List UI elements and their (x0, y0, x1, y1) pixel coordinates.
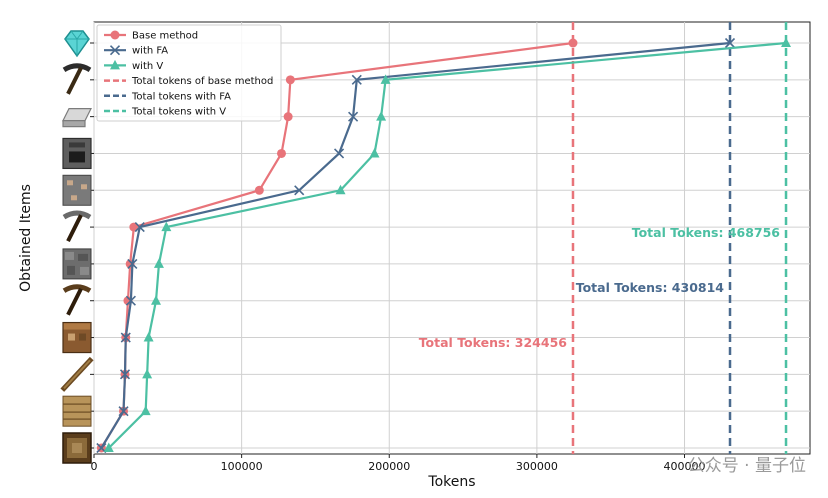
x-tick-labels: 0 100000 200000 300000 400000 (91, 454, 706, 473)
watermark: 公众号 · 量子位 (687, 456, 806, 476)
marker-point (140, 405, 151, 416)
iron-ore-icon (62, 174, 92, 206)
oak-log-icon (62, 432, 92, 464)
marker-point (333, 148, 345, 159)
cobblestone-icon (62, 248, 92, 280)
marker-point (335, 184, 346, 195)
x-tick-label: 300000 (516, 460, 558, 473)
legend-label: with V (132, 61, 163, 72)
series-with-v (103, 37, 792, 452)
marker-point (294, 185, 305, 196)
total-tokens-annotation: Total Tokens: 430814 (576, 280, 725, 295)
marker-point (119, 369, 131, 380)
marker-point (134, 222, 145, 233)
crafting-table-icon (62, 321, 92, 354)
x-tick-label: 400000 (664, 460, 706, 473)
wooden-pickaxe-icon (64, 287, 90, 315)
x-tick-label: 100000 (221, 460, 263, 473)
iron-pickaxe-icon (64, 66, 90, 94)
grid (93, 22, 810, 454)
marker-point (129, 222, 139, 232)
marker-point (781, 37, 792, 47)
stick-icon (64, 360, 90, 388)
marker-point (153, 258, 164, 268)
legend-entry: with V (104, 59, 163, 72)
marker-point (118, 406, 129, 417)
series-with-fa (96, 37, 736, 454)
legend-entry: Total tokens with V (104, 107, 226, 118)
series-line (100, 41, 731, 449)
marker-point (143, 332, 154, 342)
annotations: Total Tokens: 324456 Total Tokens: 430814… (419, 225, 781, 350)
legend-label: with FA (132, 46, 168, 57)
marker-point (142, 368, 153, 379)
legend-entry: with FA (104, 45, 168, 57)
legend-entry: Total tokens with FA (104, 91, 231, 102)
marker-point (351, 74, 362, 85)
marker-point (283, 112, 293, 122)
marker-point (109, 45, 121, 56)
x-tick-label: 0 (91, 460, 98, 473)
marker-point (376, 111, 387, 121)
marker-point (348, 111, 359, 122)
series-lines (96, 37, 792, 454)
legend-label: Base method (132, 31, 198, 42)
series-line (107, 41, 787, 449)
y-axis-label: Obtained Items (18, 184, 34, 292)
marker-point (380, 74, 391, 84)
oak-planks-icon (62, 395, 92, 427)
iron-ingot-icon (62, 108, 92, 128)
marker-point (369, 147, 380, 158)
legend: Base method with FA with V Total tokens of … (96, 24, 282, 122)
legend-entry: Total tokens of base method (104, 76, 273, 87)
marker-point (724, 37, 736, 49)
stone-pickaxe-icon (64, 213, 90, 241)
total-tokens-annotation: Total Tokens: 324456 (419, 335, 568, 350)
legend-label: Total tokens of base method (131, 76, 273, 87)
vertical-lines (571, 22, 788, 454)
legend-label: Total tokens with V (131, 107, 226, 118)
marker-point (110, 59, 120, 70)
marker-point (285, 75, 295, 85)
marker-point (120, 332, 131, 343)
marker-point (161, 221, 172, 232)
total-tokens-annotation: Total Tokens: 468756 (632, 225, 781, 240)
legend-label: Total tokens with FA (131, 91, 231, 102)
marker-point (125, 295, 136, 306)
marker-point (254, 185, 264, 195)
diamond-icon (64, 30, 90, 57)
legend-box (96, 24, 282, 122)
x-axis-label: Tokens (427, 474, 475, 490)
furnace-icon (62, 137, 92, 170)
x-tick-label: 200000 (368, 460, 410, 473)
marker-point (110, 30, 120, 40)
marker-point (151, 295, 162, 305)
y-axis-icons (62, 30, 94, 464)
marker-point (127, 258, 138, 269)
marker-point (103, 442, 114, 452)
marker-point (276, 148, 286, 158)
marker-point (568, 38, 578, 48)
legend-entry: Base method (104, 30, 198, 42)
